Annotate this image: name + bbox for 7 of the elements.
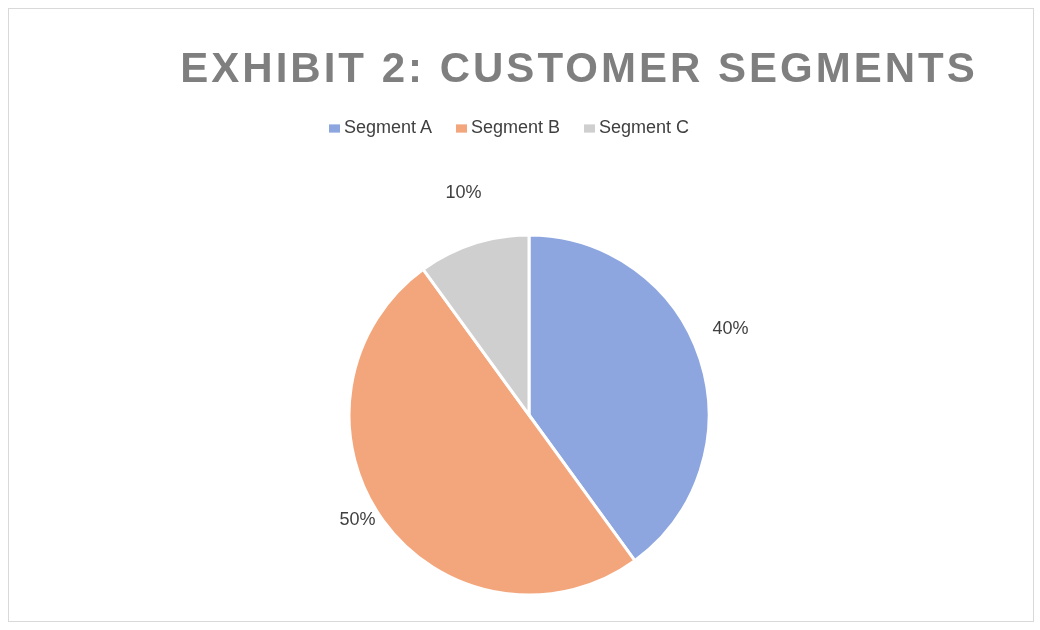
legend-label: Segment B [470,117,561,137]
legend-label: Segment C [599,117,690,137]
data-label: 50% [339,508,376,529]
data-label: 10% [445,182,482,203]
legend-label: Segment A [343,117,432,137]
chart-title: EXHIBIT 2: CUSTOMER SEGMENTS [180,43,978,91]
data-label: 40% [712,318,749,339]
